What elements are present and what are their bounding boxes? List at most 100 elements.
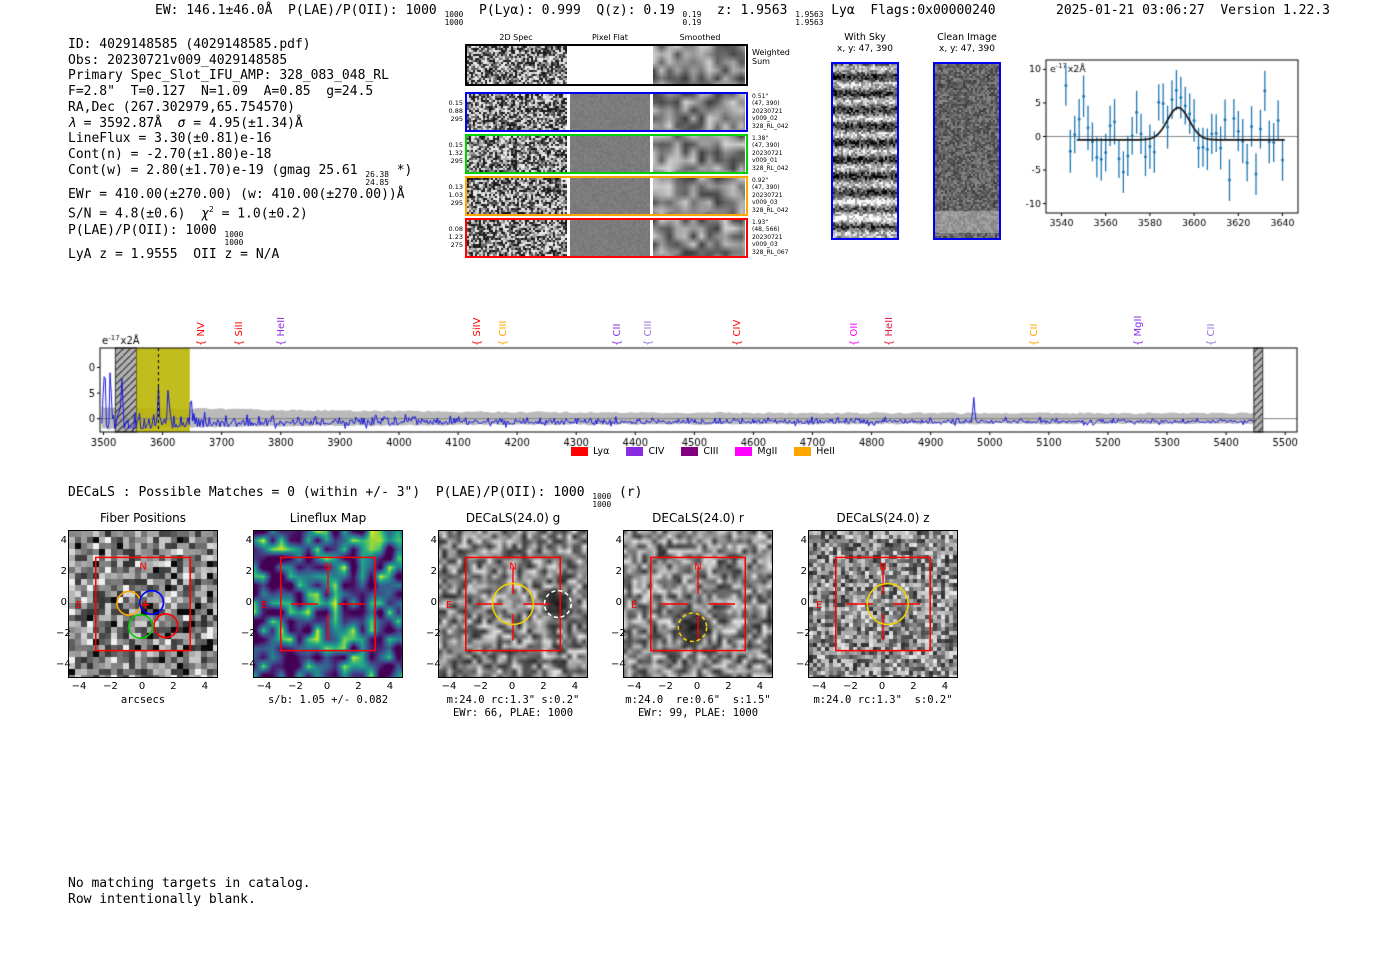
emission-line-label-siiv: { SiIV bbox=[472, 317, 484, 346]
cutout-row-left-stats: 0.13 1.03 295 bbox=[448, 183, 463, 208]
panel-ytick: 2 bbox=[60, 565, 67, 577]
panel-overlay: NE bbox=[631, 556, 746, 652]
compass-east-label: E bbox=[816, 600, 822, 611]
compass-north-label: N bbox=[879, 561, 886, 572]
panel-xtick: −2 bbox=[103, 681, 118, 692]
cutout-row bbox=[465, 176, 748, 216]
cutout-row bbox=[465, 134, 748, 174]
panel-xlabel-1: s/b: 1.05 +/- 0.082 bbox=[267, 694, 389, 706]
legend-label: CIV bbox=[648, 446, 665, 457]
compass-north-label: N bbox=[139, 561, 146, 572]
column-title-2d-spec: 2D Spec bbox=[499, 33, 533, 42]
cutout-row-left-stats: 0.15 0.88 295 bbox=[448, 99, 463, 124]
cutout-row bbox=[465, 44, 748, 86]
panel-xlabel-1: m:24.0 re:0.6" s:1.5" bbox=[625, 694, 771, 706]
clean-image-title: Clean Image bbox=[937, 32, 997, 43]
cutout-2dspec-image bbox=[467, 46, 567, 84]
panel-title: DECaLS(24.0) z bbox=[836, 511, 930, 525]
compass-east-label: E bbox=[446, 600, 452, 611]
compass-east-label: E bbox=[76, 600, 82, 611]
panel-image-canvas bbox=[439, 531, 587, 677]
panel-image-canvas bbox=[809, 531, 957, 677]
cutout-row-left-stats: 0.15 1.32 295 bbox=[448, 141, 463, 166]
info-line: Cont(w) = 2.80(±1.70)e-19 (gmag 25.61 26… bbox=[68, 162, 413, 187]
info-line: LineFlux = 3.30(±0.81)e-16 bbox=[68, 131, 272, 147]
footer-line-1: No matching targets in catalog. bbox=[68, 876, 311, 891]
panel-xtick: 0 bbox=[323, 681, 331, 692]
panel-title: DECaLS(24.0) g bbox=[465, 511, 561, 525]
cutout-2dspec-image bbox=[467, 178, 567, 214]
panel-xtick: 2 bbox=[540, 681, 547, 692]
aperture-circle bbox=[116, 590, 142, 616]
emission-line-label-heii: { HeII bbox=[884, 316, 896, 346]
compass-north-label: N bbox=[509, 561, 516, 572]
panel-ytick: 4 bbox=[615, 534, 622, 546]
info-line: ID: 4029148585 (4029148585.pdf) bbox=[68, 37, 311, 52]
aperture-circle bbox=[677, 612, 708, 643]
compass-north-label: N bbox=[324, 561, 331, 572]
line-fit-zoom-canvas bbox=[1020, 45, 1342, 250]
emission-line-label-mgii: { MgII bbox=[1133, 315, 1145, 346]
panel-xlabel-2: EWr: 66, PLAE: 1000 bbox=[452, 707, 574, 719]
panel-xtick: 4 bbox=[571, 681, 579, 692]
clean-image-xy: x, y: 47, 390 bbox=[939, 44, 995, 54]
emission-line-label-heii: { HeII bbox=[276, 316, 288, 346]
legend-item: Lyα bbox=[571, 446, 609, 457]
panel-xtick: 2 bbox=[170, 681, 177, 692]
with-sky-title: With Sky bbox=[844, 32, 886, 43]
panel-ytick: 0 bbox=[615, 597, 622, 608]
emission-line-label-ciii: { CIII bbox=[643, 320, 655, 346]
cutout-smoothed-image bbox=[653, 178, 745, 214]
emission-line-label-cii: { CII bbox=[611, 323, 623, 346]
full-spectrum-plot: { NV { SiII { HeII { SiIV { CIII { CII { CIII {… bbox=[88, 300, 1318, 468]
spectrum-legend: Lyα CIV CIII MgII HeII bbox=[88, 446, 1318, 457]
panel-image-canvas bbox=[624, 531, 772, 677]
info-line: RA,Dec (267.302979,65.754570) bbox=[68, 99, 295, 115]
panel-xtick: 2 bbox=[725, 681, 732, 692]
cutout-row bbox=[465, 92, 748, 132]
panel-xtick: 0 bbox=[138, 681, 146, 692]
column-title-smoothed: Smoothed bbox=[679, 33, 721, 42]
panel-title: DECaLS(24.0) r bbox=[652, 511, 744, 525]
panel-ytick: −2 bbox=[56, 628, 71, 640]
legend-label: CIII bbox=[703, 446, 719, 457]
panel-xtick: 4 bbox=[386, 681, 394, 692]
panel-ytick: −2 bbox=[426, 628, 441, 640]
line-fit-zoom-plot bbox=[1020, 45, 1342, 250]
info-line: Primary Spec_Slot_IFU_AMP: 328_083_048_R… bbox=[68, 68, 389, 84]
panel-xtick: 2 bbox=[355, 681, 362, 692]
legend-label: HeII bbox=[816, 446, 835, 457]
panel-overlay: NE bbox=[76, 556, 191, 652]
amp-image-panels: With Sky x, y: 47, 390 Clean Image x, y:… bbox=[820, 30, 1020, 242]
panel-image-canvas bbox=[254, 531, 402, 677]
aperture-circle bbox=[866, 582, 909, 626]
panel-ytick: 0 bbox=[60, 597, 67, 608]
panel-overlay: NE bbox=[816, 556, 931, 652]
info-line: P(LAE)/P(OII): 1000 1000 1000 bbox=[68, 222, 244, 247]
legend-swatch bbox=[571, 447, 589, 456]
panel-ytick: −4 bbox=[796, 659, 811, 671]
cutout-pixelflat-image bbox=[570, 136, 650, 172]
panel-xtick: −2 bbox=[658, 681, 673, 692]
cutout-row-right-info: 0.51" (47, 390) 20230721 v009_02 328_RL_… bbox=[752, 93, 789, 130]
emission-line-label-ciii: { CIII bbox=[498, 320, 510, 346]
panel-ytick: 2 bbox=[800, 565, 807, 577]
aperture-circle bbox=[491, 582, 535, 626]
panel-ytick: 4 bbox=[800, 534, 807, 546]
cutout-2dspec-image bbox=[467, 220, 567, 256]
legend-item: CIV bbox=[626, 446, 664, 457]
panel-xtick: 0 bbox=[508, 681, 516, 692]
legend-swatch bbox=[735, 447, 753, 456]
panel-xtick: 4 bbox=[756, 681, 764, 692]
legend-item: CIII bbox=[681, 446, 718, 457]
panel-ytick: −2 bbox=[796, 628, 811, 640]
emission-line-label-cii: { CII bbox=[1205, 323, 1217, 346]
